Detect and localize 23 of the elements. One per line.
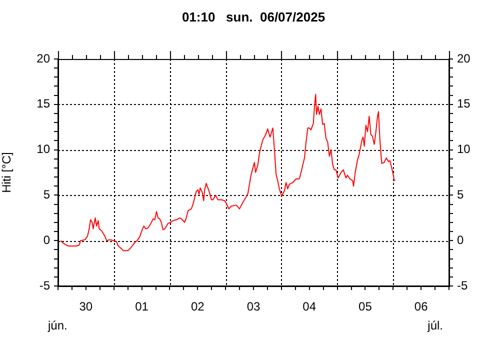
y-tick-label: 0 bbox=[43, 232, 50, 247]
x-tick-label: 02 bbox=[190, 300, 205, 314]
y-tick-label: 10 bbox=[36, 142, 50, 156]
y-tick-label: -5 bbox=[39, 278, 50, 292]
y-tick-label: 15 bbox=[36, 96, 50, 111]
x-tick-label: 30 bbox=[79, 300, 93, 314]
x-tick-label: 04 bbox=[302, 300, 316, 314]
y2-tick-label: 0 bbox=[457, 232, 464, 247]
x-tick-label: 03 bbox=[246, 300, 260, 314]
y-axis-title: Hiti [°C] bbox=[0, 152, 14, 193]
x-tick-label: 06 bbox=[414, 300, 428, 314]
text: jún. bbox=[47, 318, 68, 332]
y-tick-label: 5 bbox=[43, 188, 50, 202]
x-tick-label: 05 bbox=[358, 300, 372, 314]
y2-tick-label: 20 bbox=[457, 51, 471, 66]
x-tick-label: 01 bbox=[135, 300, 149, 314]
chart-title: 01:10 sun. 06/07/2025 bbox=[182, 10, 326, 25]
y-tick-label: 20 bbox=[36, 51, 50, 66]
y2-tick-label: 10 bbox=[457, 142, 471, 156]
y2-tick-label: -5 bbox=[457, 278, 468, 292]
y2-tick-label: 15 bbox=[457, 96, 471, 111]
text: júl. bbox=[426, 318, 443, 332]
y2-tick-label: 5 bbox=[457, 188, 464, 202]
